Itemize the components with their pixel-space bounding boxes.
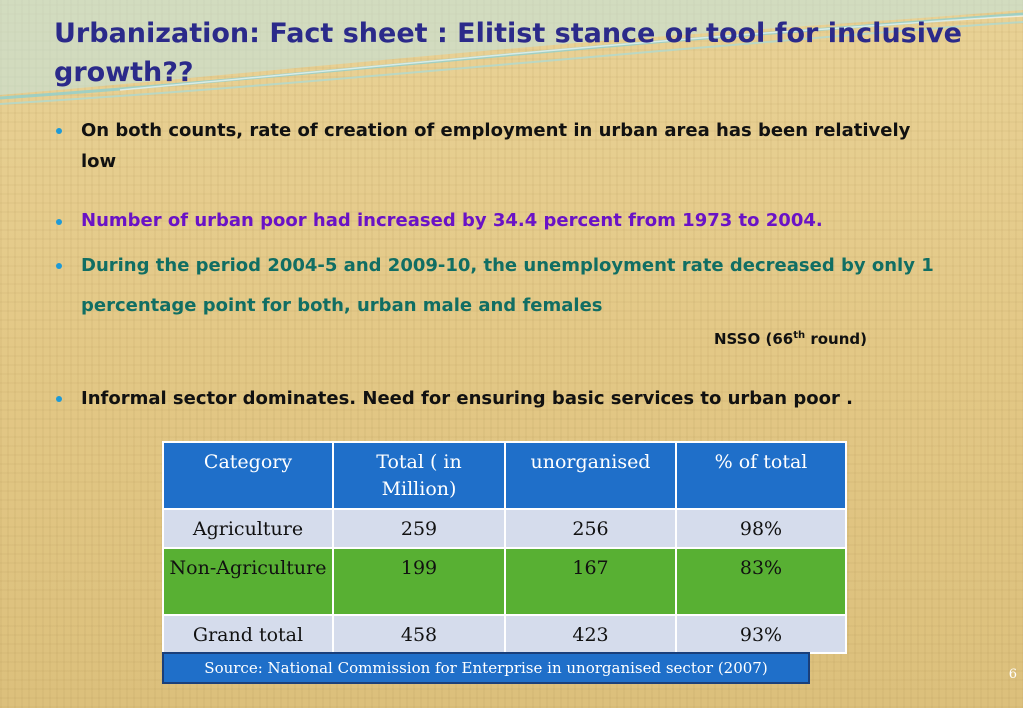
bullet-text: On both counts, rate of creation of empl… [81, 120, 911, 172]
bullet-dot-icon [56, 263, 62, 269]
citation-suffix: round) [805, 330, 867, 348]
header-cell: Total ( in Million) [332, 441, 506, 510]
bullet-item: On both counts, rate of creation of empl… [56, 115, 936, 177]
page-number: 6 [1008, 667, 1017, 682]
table-cell: Grand total [162, 614, 334, 654]
bullet-dot-icon [56, 128, 62, 134]
citation: NSSO (66th round) [714, 330, 867, 348]
source-caption: Source: National Commission for Enterpri… [162, 652, 810, 684]
bullet-item: During the period 2004-5 and 2009-10, th… [56, 246, 936, 326]
citation-superscript: th [793, 330, 806, 341]
table-header-row: Category Total ( in Million) unorganised… [162, 441, 847, 510]
bullet-dot-icon [56, 396, 62, 402]
bullet-item: Number of urban poor had increased by 34… [56, 207, 936, 235]
employment-table: Category Total ( in Million) unorganised… [162, 441, 847, 654]
table-cell: Agriculture [162, 508, 334, 549]
table-cell: Non-Agriculture [162, 547, 334, 616]
table-cell: 259 [332, 508, 506, 549]
table-cell: 83% [675, 547, 847, 616]
table-cell: 458 [332, 614, 506, 654]
bullet-text: Number of urban poor had increased by 34… [81, 210, 823, 231]
table-cell: 423 [504, 614, 677, 654]
header-cell: % of total [675, 441, 847, 510]
slide-title: Urbanization: Fact sheet : Elitist stanc… [54, 18, 962, 88]
bullet-item: Informal sector dominates. Need for ensu… [56, 384, 936, 414]
table-cell: 167 [504, 547, 677, 616]
table-cell: 98% [675, 508, 847, 549]
table-cell: 256 [504, 508, 677, 549]
header-cell: unorganised [504, 441, 677, 510]
bullet-text: During the period 2004-5 and 2009-10, th… [81, 255, 934, 316]
bullet-text: Informal sector dominates. Need for ensu… [81, 388, 853, 409]
table-row: Non-Agriculture 199 167 83% [162, 547, 847, 616]
citation-prefix: NSSO (66 [714, 330, 794, 348]
table-row: Agriculture 259 256 98% [162, 508, 847, 549]
header-cell: Category [162, 441, 334, 510]
table-cell: 199 [332, 547, 506, 616]
table-cell: 93% [675, 614, 847, 654]
table-row: Grand total 458 423 93% [162, 614, 847, 654]
bullet-dot-icon [56, 219, 62, 225]
decorative-wave [0, 0, 1023, 105]
